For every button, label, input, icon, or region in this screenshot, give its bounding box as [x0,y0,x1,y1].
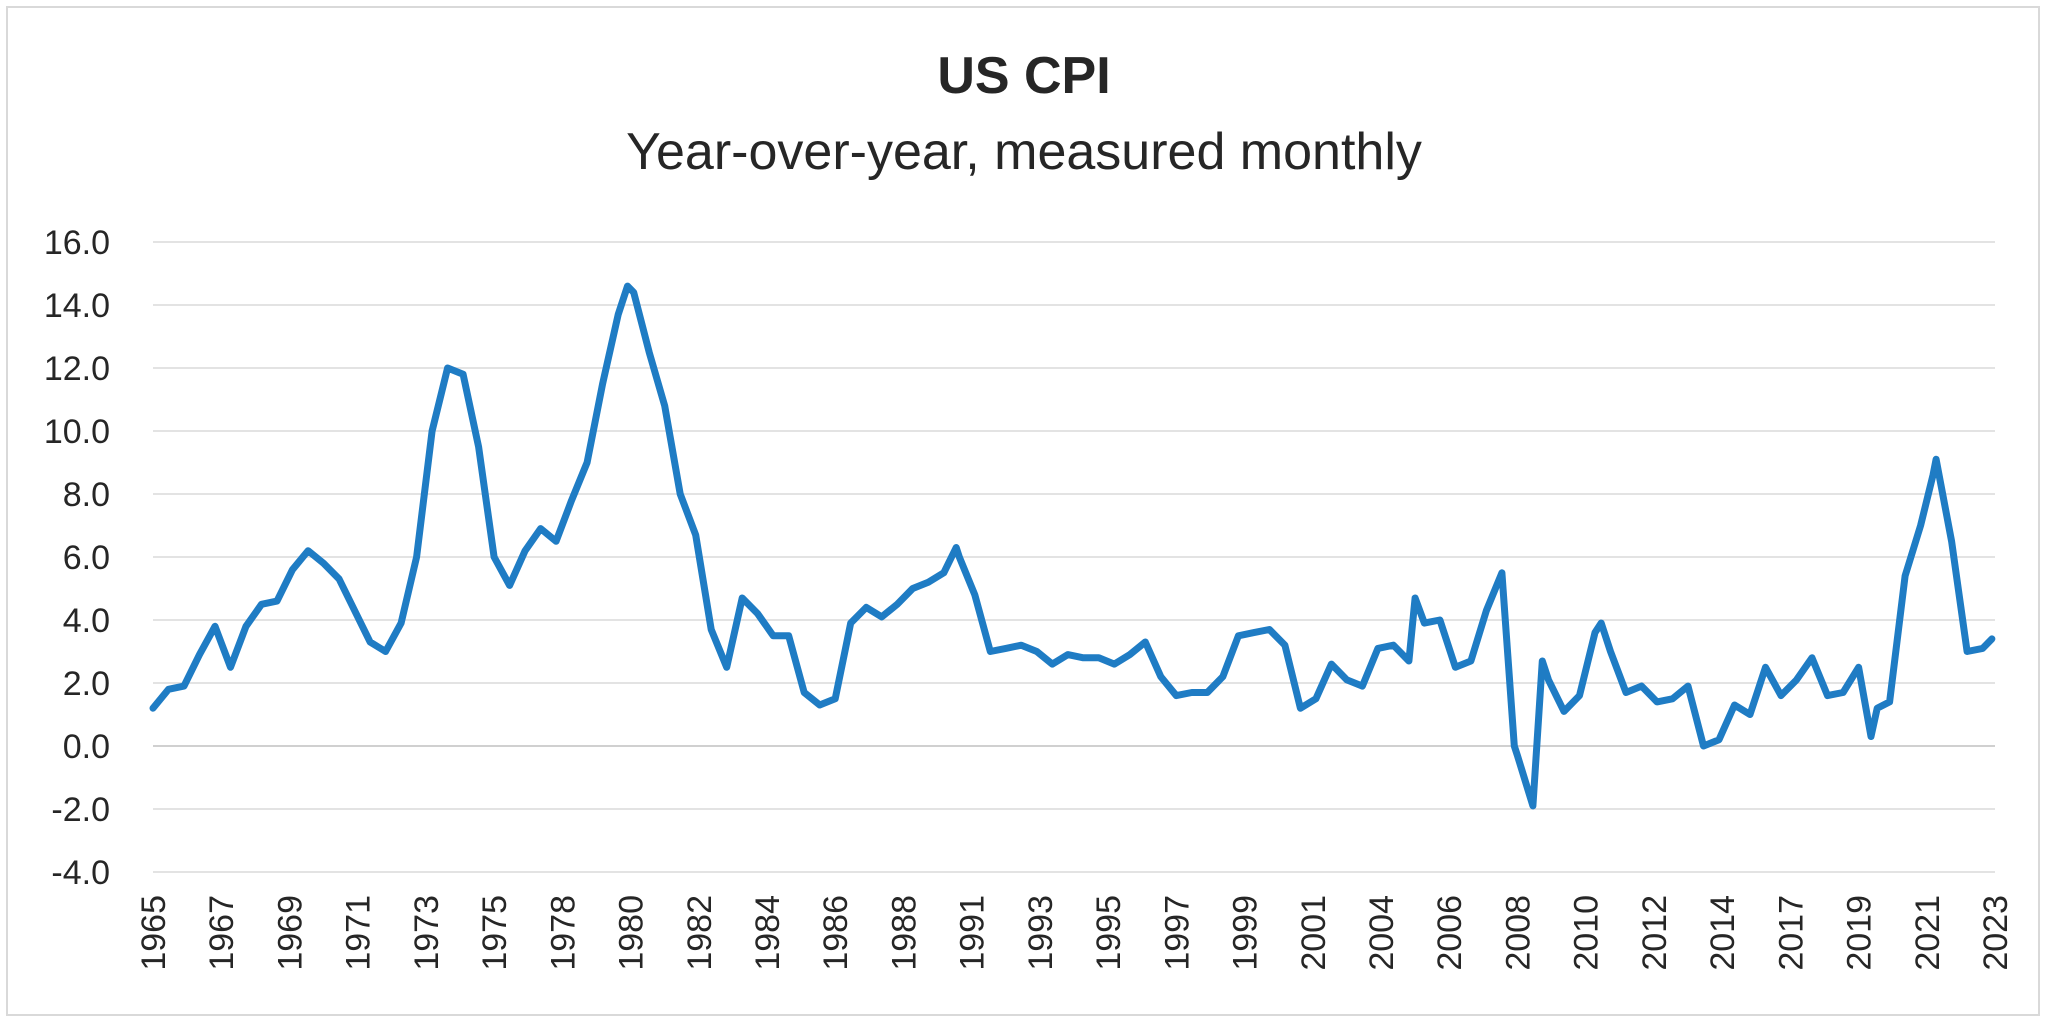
x-tick-label: 1965 [135,895,173,971]
x-tick-label: 2004 [1363,895,1401,971]
x-tick-label: 1999 [1227,895,1265,971]
chart-subtitle: Year-over-year, measured monthly [626,123,1422,181]
x-axis: 1965 1967 1969 1971 1973 1975 1978 1980 1982 1984… [135,895,2015,971]
plot-area [149,282,1996,810]
x-tick-label: 1991 [954,895,992,971]
y-tick-label: 16.0 [44,224,110,262]
x-tick-label: 2017 [1772,895,1810,971]
x-tick-label: 1978 [544,895,582,971]
x-tick-label: 2001 [1295,895,1333,971]
x-tick-label: 1997 [1158,895,1196,971]
x-tick-label: 2021 [1909,895,1947,971]
cpi-series-line [149,282,1996,810]
y-tick-label: 0.0 [63,728,110,766]
x-tick-label: 1993 [1022,895,1060,971]
y-tick-label: 10.0 [44,413,110,451]
y-tick-label: 4.0 [63,602,110,640]
y-tick-label: -2.0 [51,791,110,829]
x-tick-label: 2010 [1568,895,1606,971]
y-tick-label: 2.0 [63,665,110,703]
x-tick-label: 2023 [1977,895,2015,971]
y-tick-label: 12.0 [44,350,110,388]
x-tick-label: 1967 [203,895,241,971]
x-tick-label: 2019 [1841,895,1879,971]
x-tick-label: 1969 [271,895,309,971]
x-tick-label: 2014 [1704,895,1742,971]
chart-title: US CPI [937,47,1111,105]
x-tick-label: 1971 [340,895,378,971]
y-axis: 16.0 14.0 12.0 10.0 8.0 6.0 4.0 2.0 0.0 -2.0 -4.0 [44,224,110,892]
y-tick-label: 6.0 [63,539,110,577]
x-tick-label: 1984 [749,895,787,971]
x-tick-label: 1982 [681,895,719,971]
y-tick-label: 8.0 [63,476,110,514]
chart-frame [6,6,2040,1016]
x-tick-label: 1988 [885,895,923,971]
gridlines [153,241,1995,873]
x-tick-label: 1986 [817,895,855,971]
x-tick-label: 1973 [408,895,446,971]
x-tick-label: 1975 [476,895,514,971]
x-tick-label: 2006 [1431,895,1469,971]
y-tick-label: -4.0 [51,854,110,892]
x-tick-label: 1980 [613,895,651,971]
x-tick-label: 1995 [1090,895,1128,971]
x-tick-label: 2008 [1499,895,1537,971]
x-tick-label: 2012 [1636,895,1674,971]
y-tick-label: 14.0 [44,287,110,325]
